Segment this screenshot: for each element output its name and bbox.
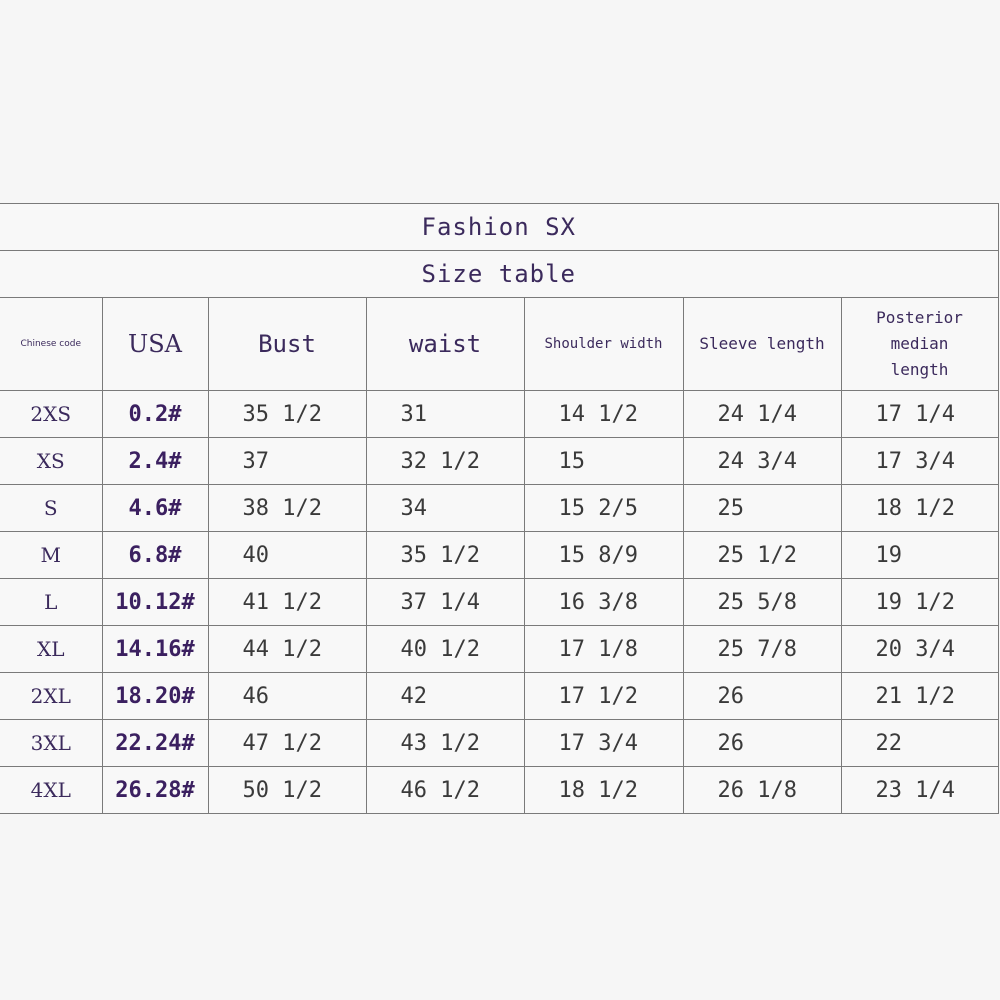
measure-cell: 17 3/4 [523, 719, 684, 767]
measure-cell: 24 3/4 [682, 437, 842, 485]
usa-cell: 4.6# [101, 484, 209, 532]
measure-cell: 40 1/2 [365, 625, 525, 673]
header-row: Chinese code USA Bust waist Shoulder width Sl… [0, 297, 999, 391]
measure-cell: 37 1/4 [365, 578, 525, 626]
measure-cell: 25 1/2 [682, 531, 842, 579]
measure-cell: 25 7/8 [682, 625, 842, 673]
measure-cell: 46 [207, 672, 367, 720]
header-cell: Shoulder width [523, 297, 684, 391]
measure-cell: 47 1/2 [207, 719, 367, 767]
measure-cell: 18 1/2 [523, 766, 684, 814]
measure-cell: 42 [365, 672, 525, 720]
measure-cell: 22 [840, 719, 999, 767]
measure-cell: 50 1/2 [207, 766, 367, 814]
size-cell: 2XS [0, 390, 103, 438]
size-row: 2XS 0.2# 35 1/2 31 14 1/2 24 1/4 17 1/4 [0, 390, 999, 438]
size-cell: 4XL [0, 766, 103, 814]
measure-cell: 19 [840, 531, 999, 579]
table-subtitle: Size table [0, 250, 999, 298]
usa-cell: 2.4# [101, 437, 209, 485]
measure-cell: 17 3/4 [840, 437, 999, 485]
measure-cell: 14 1/2 [523, 390, 684, 438]
measure-cell: 23 1/4 [840, 766, 999, 814]
measure-cell: 17 1/8 [523, 625, 684, 673]
header-cell: USA [101, 297, 209, 391]
measure-cell: 26 [682, 672, 842, 720]
size-row: L 10.12# 41 1/2 37 1/4 16 3/8 25 5/8 19 1/2 [0, 578, 999, 626]
size-row: S 4.6# 38 1/2 34 15 2/5 25 18 1/2 [0, 484, 999, 532]
size-row: XL 14.16# 44 1/2 40 1/2 17 1/8 25 7/8 20 3/4 [0, 625, 999, 673]
size-cell: XL [0, 625, 103, 673]
measure-cell: 44 1/2 [207, 625, 367, 673]
measure-cell: 19 1/2 [840, 578, 999, 626]
size-row: M 6.8# 40 35 1/2 15 8/9 25 1/2 19 [0, 531, 999, 579]
measure-cell: 18 1/2 [840, 484, 999, 532]
measure-cell: 20 3/4 [840, 625, 999, 673]
usa-cell: 0.2# [101, 390, 209, 438]
measure-cell: 21 1/2 [840, 672, 999, 720]
usa-cell: 6.8# [101, 531, 209, 579]
header-cell: waist [365, 297, 525, 391]
size-cell: 2XL [0, 672, 103, 720]
measure-cell: 25 5/8 [682, 578, 842, 626]
measure-cell: 37 [207, 437, 367, 485]
size-cell: M [0, 531, 103, 579]
measure-cell: 15 [523, 437, 684, 485]
measure-cell: 25 [682, 484, 842, 532]
header-cell: Sleeve length [682, 297, 842, 391]
table-title: Fashion SX [0, 203, 999, 251]
measure-cell: 41 1/2 [207, 578, 367, 626]
measure-cell: 34 [365, 484, 525, 532]
size-cell: S [0, 484, 103, 532]
measure-cell: 26 [682, 719, 842, 767]
header-cell: Chinese code [0, 297, 103, 391]
size-cell: 3XL [0, 719, 103, 767]
size-row: XS 2.4# 37 32 1/2 15 24 3/4 17 3/4 [0, 437, 999, 485]
measure-cell: 31 [365, 390, 525, 438]
measure-cell: 16 3/8 [523, 578, 684, 626]
measure-cell: 38 1/2 [207, 484, 367, 532]
size-cell: L [0, 578, 103, 626]
measure-cell: 26 1/8 [682, 766, 842, 814]
measure-cell: 32 1/2 [365, 437, 525, 485]
size-row: 4XL 26.28# 50 1/2 46 1/2 18 1/2 26 1/8 23 1/4 [0, 766, 999, 814]
measure-cell: 46 1/2 [365, 766, 525, 814]
measure-cell: 35 1/2 [207, 390, 367, 438]
usa-cell: 14.16# [101, 625, 209, 673]
usa-cell: 22.24# [101, 719, 209, 767]
usa-cell: 10.12# [101, 578, 209, 626]
measure-cell: 43 1/2 [365, 719, 525, 767]
measure-cell: 17 1/2 [523, 672, 684, 720]
size-row: 2XL 18.20# 46 42 17 1/2 26 21 1/2 [0, 672, 999, 720]
measure-cell: 15 8/9 [523, 531, 684, 579]
measure-cell: 35 1/2 [365, 531, 525, 579]
usa-cell: 26.28# [101, 766, 209, 814]
size-row: 3XL 22.24# 47 1/2 43 1/2 17 3/4 26 22 [0, 719, 999, 767]
size-cell: XS [0, 437, 103, 485]
header-cell: Posterior median length [840, 297, 999, 391]
size-table: Fashion SX Size table Chinese code USA Bus… [0, 203, 999, 814]
measure-cell: 24 1/4 [682, 390, 842, 438]
measure-cell: 40 [207, 531, 367, 579]
measure-cell: 15 2/5 [523, 484, 684, 532]
header-cell: Bust [207, 297, 367, 391]
measure-cell: 17 1/4 [840, 390, 999, 438]
usa-cell: 18.20# [101, 672, 209, 720]
